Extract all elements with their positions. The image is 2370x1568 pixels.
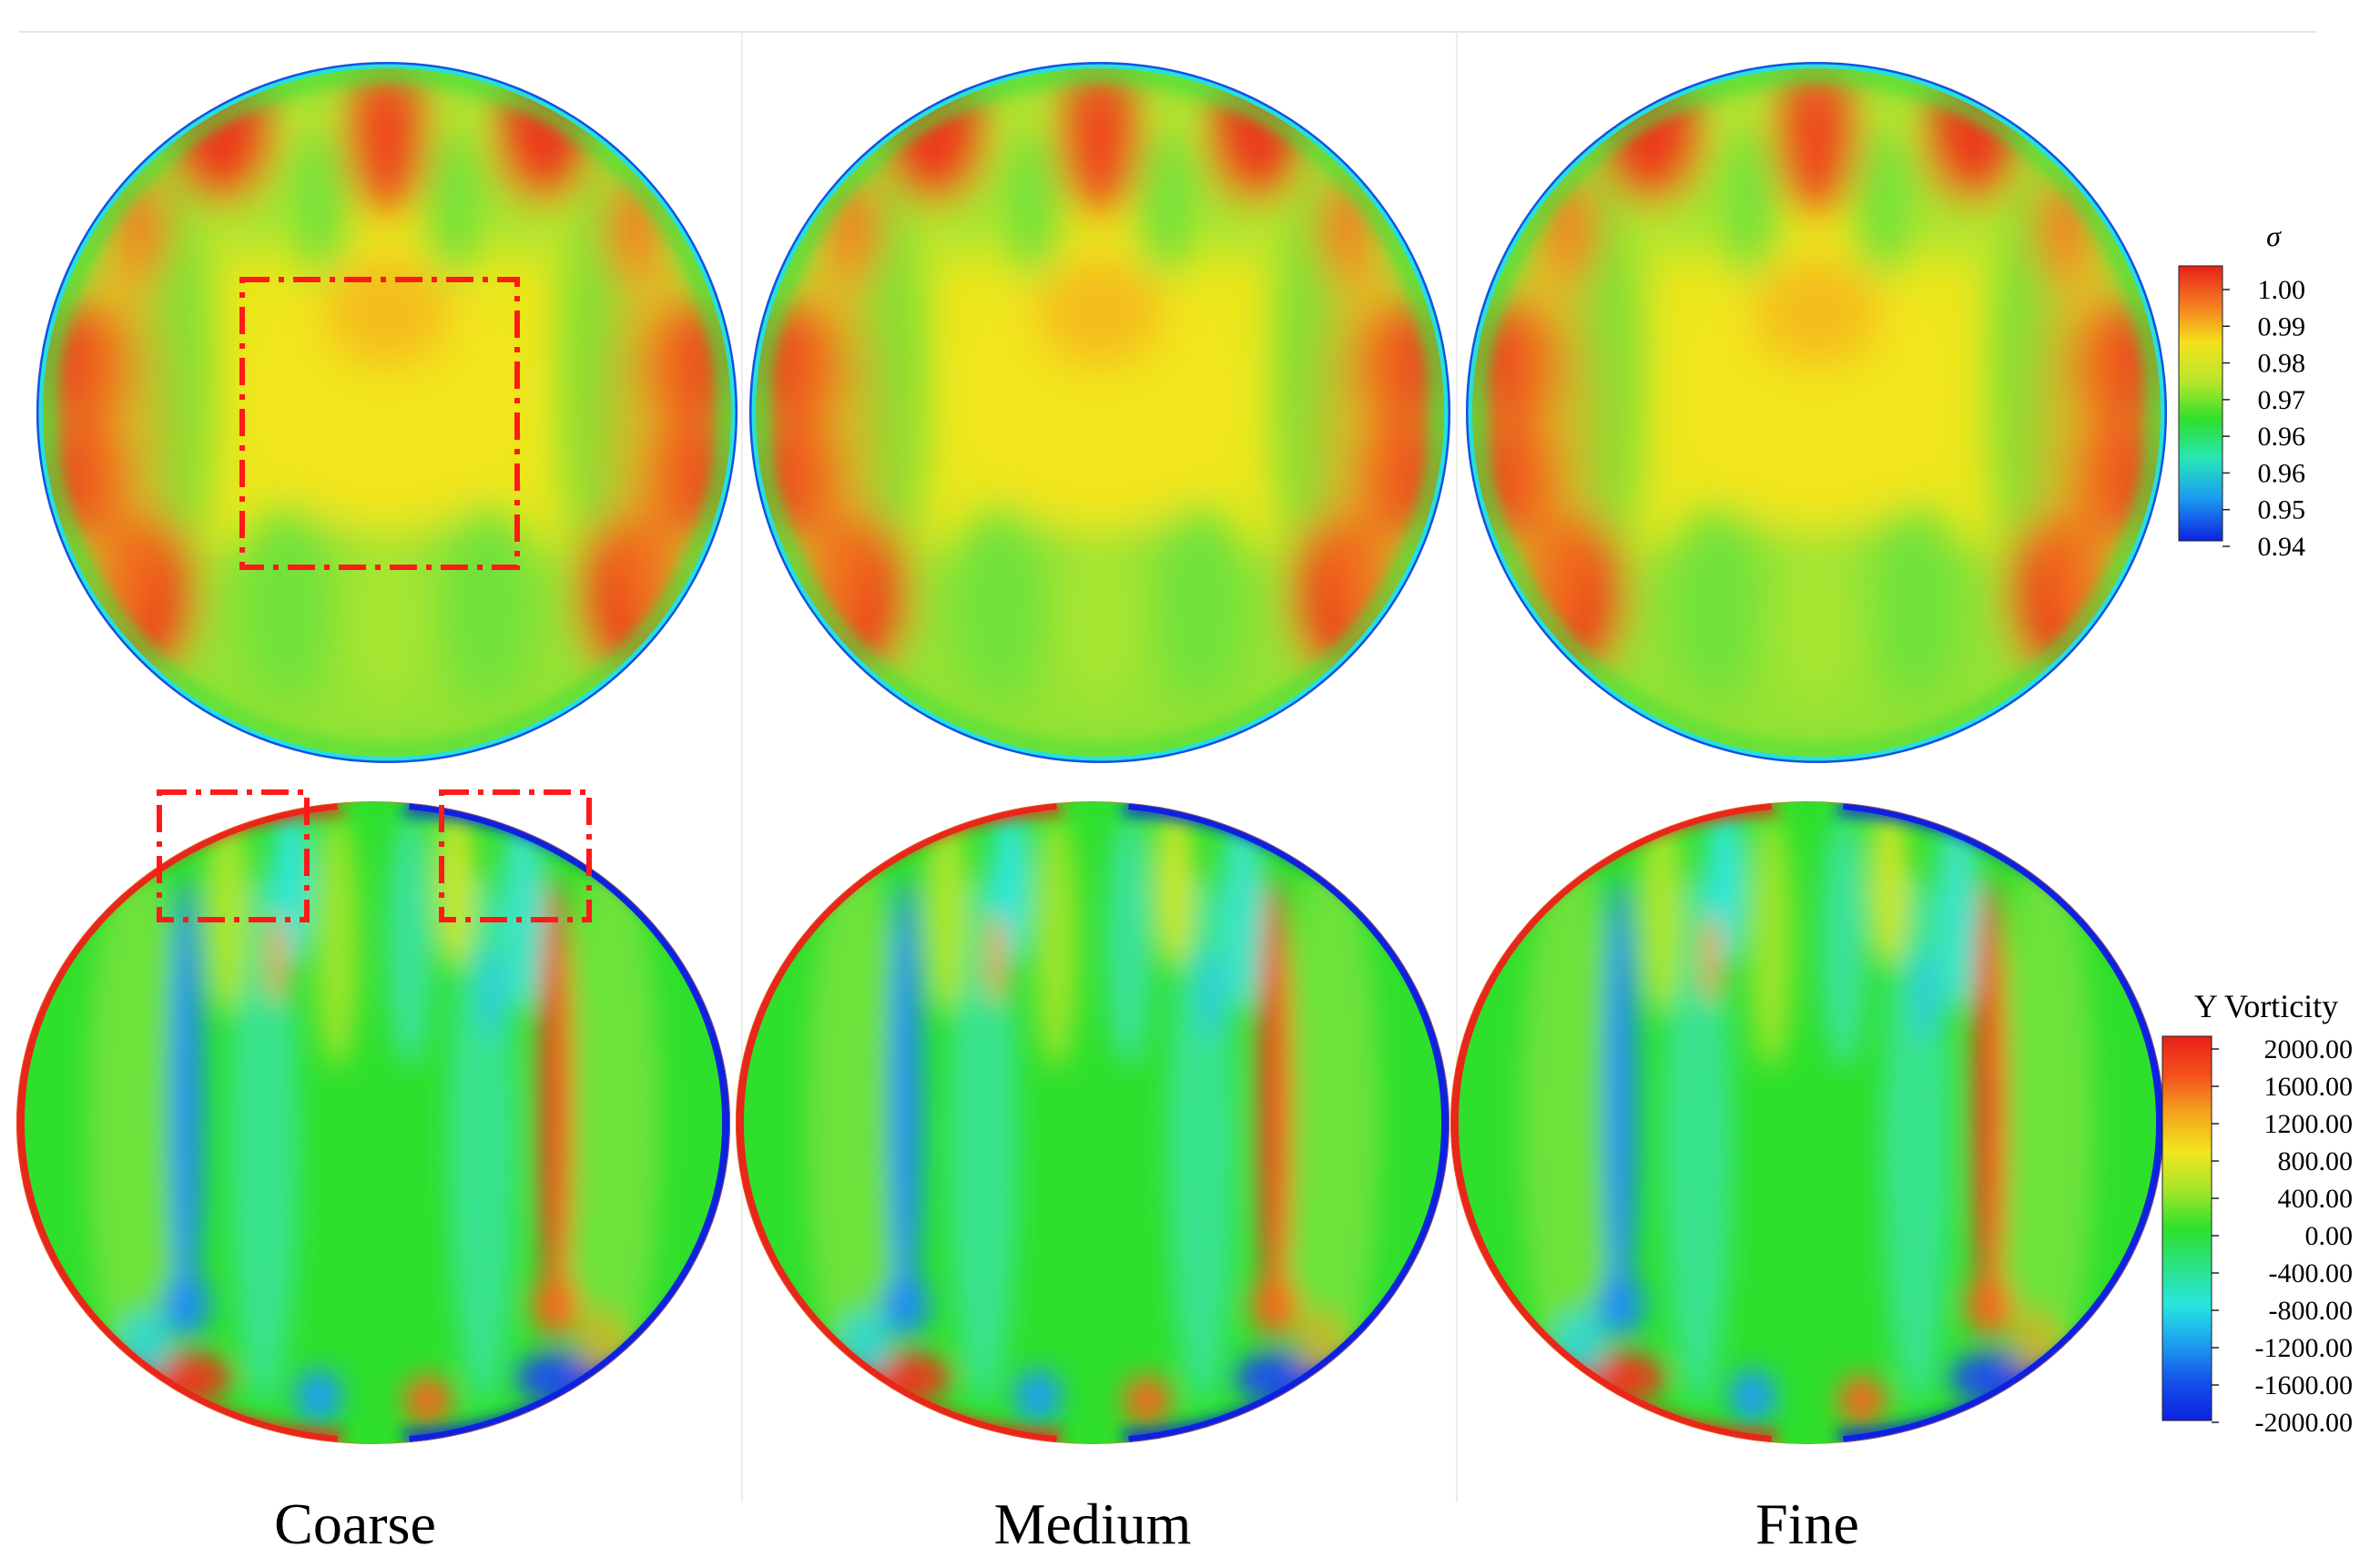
sigma-colorbar-tick-label: 0.99 <box>2258 311 2306 341</box>
vorticity-colorbar-tick-label: 0.00 <box>2305 1221 2354 1251</box>
column-label-fine: Fine <box>1755 1492 1859 1556</box>
sigma-colorbar-tick-label: 0.96 <box>2258 458 2306 488</box>
column-label-medium: Medium <box>994 1492 1192 1556</box>
sigma-colorbar-tick-label: 1.00 <box>2258 275 2306 305</box>
highlight-box-top-left <box>157 789 310 922</box>
vorticity-colorbar-tick-label: 2000.00 <box>2264 1034 2354 1064</box>
sigma-colorbar-tick-label: 0.97 <box>2258 385 2306 415</box>
sigma-contour-coarse <box>36 62 737 768</box>
vorticity-colorbar-tick-label: 400.00 <box>2278 1184 2354 1214</box>
vorticity-colorbar-tick-label: 1600.00 <box>2264 1072 2354 1102</box>
vorticity-colorbar-tick-label: -1200.00 <box>2255 1333 2354 1363</box>
vorticity-colorbar-tick-label: -800.00 <box>2269 1296 2354 1326</box>
sigma-colorbar-ticks: 1.00 0.99 0.98 0.97 0.96 0.96 0.95 0.94 <box>2223 275 2305 562</box>
sigma-colorbar-tick-label: 0.95 <box>2258 495 2306 525</box>
sigma-colorbar-title: σ <box>2266 219 2282 252</box>
vorticity-colorbar-gradient <box>2161 1035 2212 1421</box>
sigma-colorbar-gradient <box>2178 265 2223 542</box>
vorticity-colorbar: Y Vorticity 2000.00 1600.00 1200.00 800.00 4… <box>2161 988 2353 1438</box>
column-label-coarse: Coarse <box>274 1492 436 1556</box>
highlight-box-center <box>239 277 520 570</box>
sigma-contour-medium <box>749 62 1450 768</box>
sigma-colorbar-tick-label: 0.94 <box>2258 532 2306 562</box>
sigma-colorbar-tick-label: 0.98 <box>2258 349 2306 379</box>
vorticity-colorbar-tick-label: 800.00 <box>2278 1146 2354 1176</box>
sigma-contour-fine <box>1466 62 2167 768</box>
vorticity-colorbar-ticks: 2000.00 1600.00 1200.00 800.00 400.00 0.00 -40… <box>2212 1034 2353 1438</box>
vorticity-colorbar-tick-label: -2000.00 <box>2255 1408 2354 1438</box>
vorticity-colorbar-tick-label: -400.00 <box>2269 1258 2354 1288</box>
highlight-box-top-right <box>439 789 592 922</box>
vorticity-colorbar-tick-label: -1600.00 <box>2255 1370 2354 1400</box>
vorticity-colorbar-tick-label: 1200.00 <box>2264 1109 2354 1139</box>
sigma-colorbar-tick-label: 0.96 <box>2258 422 2306 452</box>
vorticity-colorbar-title: Y Vorticity <box>2194 988 2338 1024</box>
sigma-colorbar: σ 1.00 0.99 0.98 0.97 0.96 0.96 0.95 0.94 <box>2178 219 2305 562</box>
